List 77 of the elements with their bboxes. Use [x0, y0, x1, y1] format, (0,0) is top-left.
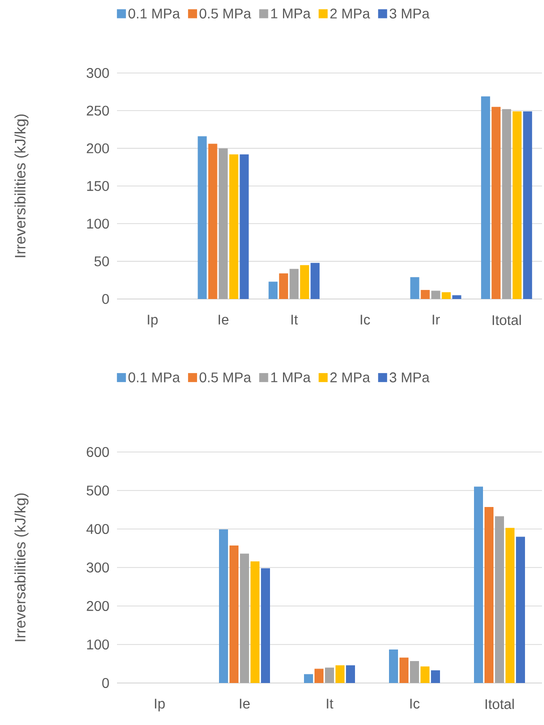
x-tick-label: Itotal — [492, 314, 521, 326]
y-tick-label: 0 — [102, 294, 109, 304]
legend-label: 3 MPa — [390, 8, 430, 19]
bar — [442, 292, 451, 299]
bar — [400, 658, 408, 683]
y-tick-label: 50 — [94, 256, 109, 266]
bar — [240, 154, 249, 299]
legend-label: 0.1 MPa — [128, 372, 180, 382]
bar — [410, 661, 419, 683]
legend-label: 3 MPa — [390, 372, 430, 382]
bar — [218, 148, 228, 299]
y-tick-label: 100 — [87, 218, 109, 229]
legend-label: 0.5 MPa — [200, 372, 252, 382]
y-tick-label: 200 — [86, 601, 109, 611]
bar — [523, 111, 532, 299]
bar — [279, 273, 288, 299]
legend-label: 0.5 MPa — [200, 8, 252, 19]
y-tick-label: 300 — [86, 68, 109, 78]
y-tick-label: 400 — [86, 524, 109, 534]
bar — [198, 136, 207, 299]
x-tick-label: Ic — [360, 314, 370, 325]
x-tick-label: Ip — [154, 698, 165, 712]
bar — [431, 670, 440, 683]
bar — [431, 290, 440, 299]
legend-label: 2 MPa — [330, 8, 370, 19]
x-tick-label: Ir — [432, 314, 440, 324]
y-tick-label: 0 — [102, 678, 109, 688]
x-tick-label: Ie — [218, 314, 228, 325]
y-tick-label: 500 — [86, 486, 109, 496]
bar — [452, 295, 462, 299]
bar — [346, 665, 355, 683]
x-tick-label: It — [326, 698, 334, 709]
y-tick-label: 600 — [86, 447, 109, 457]
y-axis-title: Irreversabilities (kJ/kg) — [14, 493, 28, 642]
bar — [495, 516, 504, 683]
y-axis-title: Irreversibilities (kJ/kg) — [14, 114, 28, 258]
bar — [304, 674, 313, 683]
bar — [474, 486, 483, 683]
y-tick-label: 200 — [86, 143, 109, 154]
bar — [314, 668, 324, 683]
bar — [290, 268, 299, 299]
bar — [230, 546, 238, 683]
y-tick-label: 300 — [86, 562, 109, 572]
legend-label: 0.1 MPa — [128, 8, 180, 19]
bar — [492, 106, 501, 299]
bar — [420, 666, 430, 683]
bar — [420, 290, 430, 299]
bar — [268, 282, 278, 299]
y-tick-label: 150 — [87, 181, 109, 191]
bar — [250, 561, 260, 683]
bar — [481, 96, 490, 299]
legend-label: 1 MPa — [271, 372, 311, 382]
x-tick-label: Ip — [148, 314, 158, 328]
bar — [325, 668, 334, 683]
bar — [261, 568, 270, 683]
bar — [389, 650, 398, 683]
x-tick-label: Ic — [410, 698, 420, 709]
bar — [410, 277, 420, 299]
x-tick-label: Ie — [240, 698, 250, 709]
x-tick-label: It — [291, 314, 298, 325]
legend-label: 1 MPa — [271, 8, 311, 18]
bar — [240, 554, 249, 683]
bar — [229, 154, 238, 299]
bar — [516, 536, 525, 683]
bar — [512, 111, 522, 299]
legend-label: 2 MPa — [330, 372, 370, 382]
bar — [336, 665, 344, 683]
x-tick-label: Itotal — [486, 698, 514, 710]
bar — [506, 528, 514, 683]
bar — [208, 144, 218, 299]
y-tick-label: 100 — [87, 640, 109, 650]
bar — [484, 507, 494, 683]
y-tick-label: 250 — [86, 106, 109, 116]
bar — [502, 109, 512, 299]
bar — [300, 265, 310, 299]
bar — [219, 529, 228, 683]
bar — [310, 262, 320, 299]
